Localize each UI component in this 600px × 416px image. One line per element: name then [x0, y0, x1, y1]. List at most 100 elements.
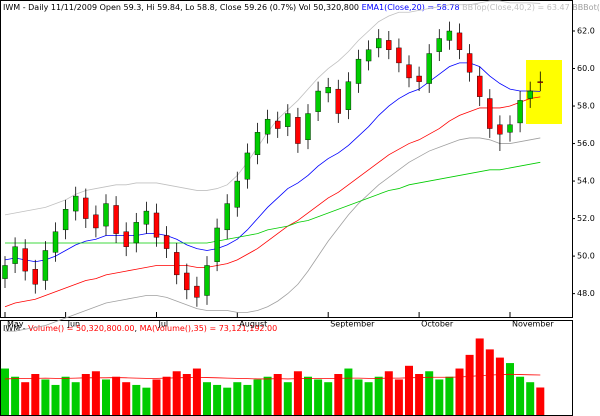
volume-bar — [233, 382, 242, 415]
volume-bar — [91, 371, 100, 415]
candle-body — [315, 90, 321, 112]
candle-body — [143, 210, 150, 225]
candle-body — [285, 113, 291, 127]
volume-bar — [132, 384, 141, 415]
volume-bar — [374, 376, 383, 415]
x-tick-label: November — [512, 320, 554, 329]
candle-body — [224, 203, 230, 231]
volume-bar — [112, 376, 121, 415]
volume-header: IWM - Volume() = 50,320,800.00, MA(Volum… — [3, 324, 277, 333]
volume-bar — [536, 387, 545, 415]
symbol: IWM — [3, 324, 20, 333]
volume-bar — [526, 382, 535, 415]
volume-bar — [263, 376, 272, 415]
indicator-line — [5, 137, 541, 332]
candle-body — [386, 40, 392, 50]
x-tick-label: October — [421, 320, 454, 329]
volume-bar — [51, 384, 60, 415]
price-header: IWM - Daily 11/11/2009 Open 59.3, Hi 59.… — [3, 3, 600, 12]
y-tick-label: 58.0 — [577, 102, 595, 111]
candle-body — [254, 132, 261, 156]
candle-body — [113, 205, 119, 234]
candle-body — [244, 152, 251, 180]
candle-body — [42, 250, 49, 281]
volume-bar — [213, 384, 222, 415]
candle-body — [93, 214, 99, 229]
candle-body — [153, 212, 160, 238]
candle-body — [466, 53, 473, 73]
volume-bar — [495, 357, 504, 415]
volume-bar — [253, 379, 262, 415]
candle-body — [365, 49, 372, 62]
volume-bar — [243, 384, 252, 415]
title: IWM - Daily 11/11/2009 Open 59.3, Hi 59.… — [3, 3, 359, 12]
volume-bar — [465, 354, 474, 415]
volume-bar — [61, 376, 70, 415]
volume-bar — [223, 387, 232, 415]
candle-body — [173, 252, 180, 276]
candle-body — [22, 248, 28, 272]
legend-entry: EMA1(Close,20) = 58.78 — [362, 3, 460, 12]
candle-body — [264, 118, 271, 135]
volume-bar — [475, 338, 484, 415]
volume-bar — [203, 382, 211, 415]
x-tick-label: May — [7, 320, 24, 329]
candle-body — [275, 120, 281, 129]
y-tick-label: 62.0 — [577, 27, 595, 36]
legend-entry: BBBot(Close,40,2) = 56.30 — [572, 3, 600, 12]
volume-bar — [21, 382, 30, 415]
volume-bar — [445, 376, 454, 415]
candle-body — [345, 81, 352, 110]
volume-bar — [293, 371, 302, 415]
volume-bar — [71, 382, 80, 415]
candle-body — [2, 265, 8, 279]
volume-bar — [455, 368, 464, 415]
volume-bar — [41, 379, 50, 415]
volume-bar — [142, 387, 151, 415]
candle-body — [163, 235, 170, 249]
volume-bar — [283, 382, 292, 415]
candle-body — [325, 87, 331, 94]
volume-ma — [4, 373, 541, 380]
indicator-line — [4, 96, 541, 308]
y-tick-label: 56.0 — [577, 139, 595, 148]
candle-body — [12, 246, 18, 264]
candle-body — [507, 124, 513, 133]
candle-body — [214, 227, 220, 262]
volume-bar — [405, 365, 413, 415]
candle-body — [396, 47, 402, 64]
volume-bar — [334, 374, 343, 415]
indicator-line — [4, 0, 541, 216]
candle-body — [194, 285, 200, 298]
candle-body — [376, 38, 382, 49]
volume-bar — [31, 374, 40, 415]
volume-bar — [394, 379, 403, 415]
volume-bar — [273, 374, 282, 415]
volume-bar — [1, 368, 9, 415]
candle-body — [436, 38, 442, 52]
volume-bar — [364, 382, 373, 415]
candle-body — [416, 75, 422, 82]
candle-body — [497, 124, 503, 135]
candle-body — [426, 53, 432, 84]
candle-body — [52, 231, 59, 253]
candle-body — [305, 113, 311, 141]
candle-body — [123, 231, 129, 247]
candle-body — [295, 117, 301, 144]
candle-body — [335, 88, 341, 114]
volume-bar — [516, 376, 525, 415]
indicator-line — [5, 161, 541, 244]
volume-bar — [304, 376, 312, 415]
volume-bar — [384, 371, 393, 415]
candle-body — [32, 269, 38, 285]
volume-bar — [81, 374, 90, 415]
candle-body — [184, 272, 190, 291]
indicator-line — [4, 62, 541, 263]
sep: - — [20, 324, 28, 333]
candle-body — [527, 90, 533, 99]
volume-bar — [314, 379, 323, 415]
candle-body — [537, 81, 543, 83]
candle-body — [477, 75, 483, 97]
candle-body — [204, 265, 210, 296]
